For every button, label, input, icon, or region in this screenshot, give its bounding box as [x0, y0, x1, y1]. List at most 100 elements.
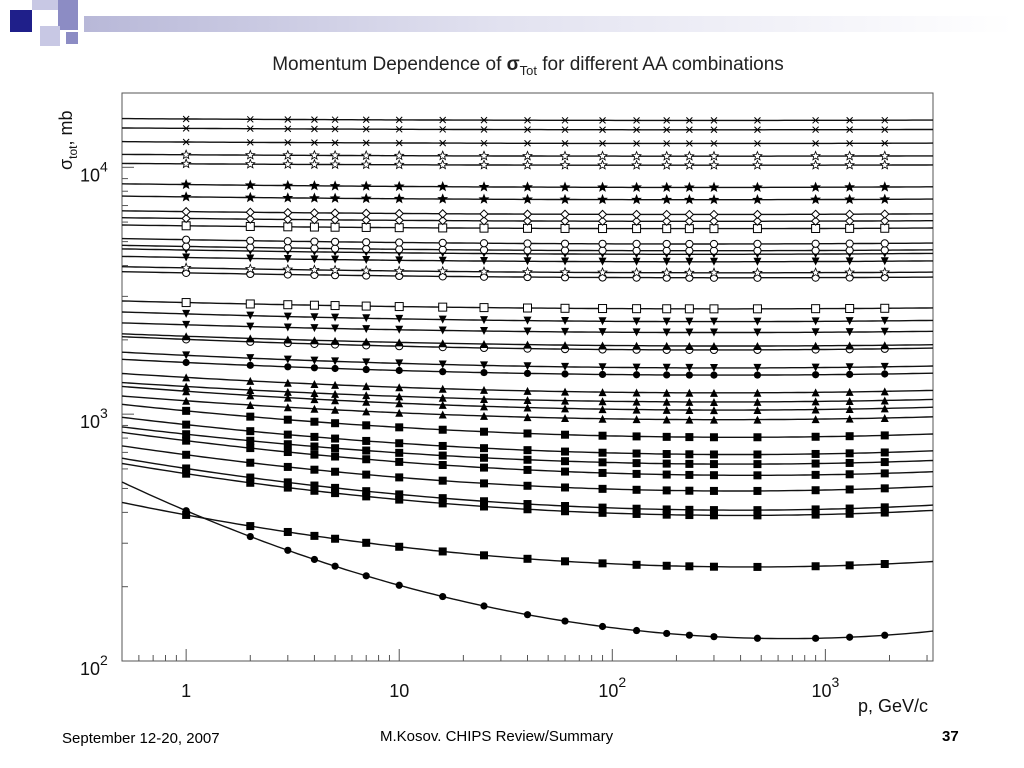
data-point — [395, 399, 404, 408]
data-point — [246, 115, 255, 123]
data-point — [360, 264, 372, 276]
data-point-stroke — [633, 140, 640, 147]
data-point — [753, 117, 762, 124]
data-point — [632, 626, 641, 635]
data-point — [879, 193, 891, 205]
data-point — [395, 325, 404, 334]
data-point — [331, 396, 340, 405]
data-point — [438, 393, 447, 402]
data-point — [438, 126, 447, 133]
data-point — [479, 303, 489, 313]
data-point — [331, 139, 340, 147]
data-point — [709, 406, 718, 415]
data-point — [708, 193, 720, 205]
data-point — [662, 470, 671, 479]
data-point — [598, 388, 607, 397]
data-point — [880, 126, 889, 133]
data-point — [331, 562, 339, 570]
data-point — [598, 503, 607, 512]
data-point — [362, 139, 371, 147]
data-point — [310, 116, 319, 123]
data-point — [663, 629, 671, 638]
data-point — [753, 328, 762, 337]
data-point-stroke — [633, 126, 640, 134]
data-point — [181, 213, 191, 224]
data-point — [182, 253, 191, 262]
data-point — [632, 239, 641, 249]
data-point — [395, 495, 404, 504]
data-point-stroke — [480, 139, 488, 147]
data-point — [480, 551, 489, 560]
data-point — [310, 432, 319, 441]
data-point — [331, 357, 340, 366]
data-point — [438, 451, 447, 460]
data-point — [685, 459, 694, 468]
data-point — [182, 320, 191, 329]
data-point — [879, 159, 891, 170]
data-point — [559, 266, 571, 277]
data-point — [881, 370, 889, 378]
data-point — [880, 303, 890, 313]
data-point — [480, 411, 489, 420]
data-point — [523, 239, 532, 248]
data-point — [395, 473, 404, 482]
data-point — [362, 255, 371, 264]
data-point — [811, 505, 820, 514]
data-point — [662, 117, 671, 124]
data-point — [329, 264, 341, 275]
data-point — [331, 255, 340, 264]
data-point — [182, 396, 191, 405]
data-point — [753, 471, 762, 480]
data-point — [598, 140, 607, 147]
data-point — [881, 631, 889, 639]
data-point-stroke — [362, 125, 370, 133]
data-point — [685, 511, 694, 520]
data-point — [752, 267, 763, 278]
data-point — [811, 470, 820, 479]
data-point — [662, 510, 671, 519]
data-point — [362, 436, 371, 445]
y-tick-label-base: 10 — [80, 165, 100, 185]
data-point — [478, 193, 490, 204]
data-point — [663, 371, 671, 379]
data-point — [246, 376, 255, 385]
data-point — [362, 421, 371, 430]
data-point — [362, 572, 370, 580]
data-point — [810, 181, 822, 192]
data-point — [632, 415, 641, 424]
data-point — [182, 125, 191, 132]
data-point — [310, 450, 319, 459]
data-point — [845, 509, 854, 518]
data-point — [709, 140, 718, 147]
data-point-stroke — [311, 116, 318, 123]
data-point — [845, 139, 854, 147]
data-point — [709, 471, 718, 480]
data-point — [598, 508, 607, 517]
y-tick-label: 102 — [80, 652, 108, 679]
data-point — [561, 362, 570, 371]
data-point — [478, 181, 490, 192]
data-point — [709, 486, 718, 495]
data-point — [438, 410, 447, 419]
data-point — [330, 215, 340, 225]
data-point — [597, 216, 608, 226]
data-point — [598, 397, 607, 406]
svg-text:σtot, mb: σtot, mb — [56, 111, 80, 170]
data-point — [753, 433, 762, 442]
data-point — [362, 244, 371, 254]
data-point — [181, 298, 191, 308]
data-point-stroke — [524, 126, 531, 133]
data-point-stroke — [561, 126, 569, 134]
data-point — [662, 405, 671, 414]
data-point — [438, 494, 447, 503]
data-point — [632, 388, 641, 397]
data-point — [598, 414, 607, 423]
data-point — [245, 299, 255, 309]
data-point — [331, 444, 340, 453]
data-point — [811, 405, 820, 414]
data-point — [283, 355, 292, 364]
data-point-stroke — [246, 115, 254, 123]
header-gradient-bar — [84, 16, 1014, 32]
